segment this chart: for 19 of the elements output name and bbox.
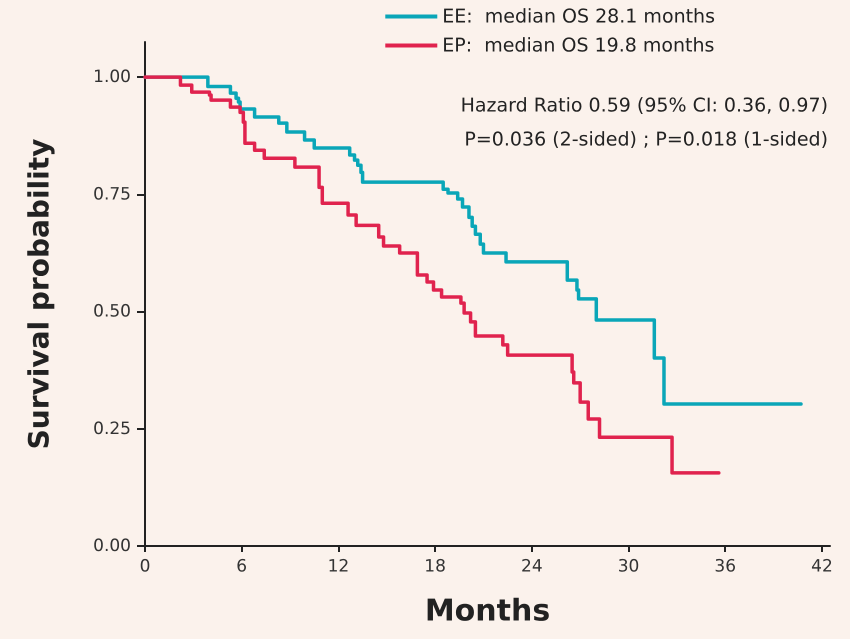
x-tick-label: 12 [328, 556, 350, 576]
y-tick-label: 0.25 [93, 418, 131, 439]
y-axis-title: Survival probability [22, 138, 56, 450]
x-tick-label: 18 [424, 556, 446, 576]
legend-label: EP: median OS 19.8 months [442, 34, 714, 56]
y-tick-label: 0.75 [93, 184, 131, 204]
x-tick-label: 0 [140, 556, 150, 576]
y-tick-label: 0.50 [93, 302, 131, 322]
y-tick-label: 1.00 [93, 67, 131, 88]
x-tick-label: 6 [236, 556, 248, 576]
annotation: P=0.036 (2-sided) ; P=0.018 (1-sided) [464, 128, 828, 150]
x-tick-label: 36 [714, 556, 736, 576]
legend-label: EE: median OS 28.1 months [442, 6, 715, 28]
x-tick-label: 30 [618, 556, 640, 576]
y-tick-label: 0.00 [93, 536, 131, 556]
x-tick-label: 42 [811, 556, 833, 576]
x-tick-label: 24 [521, 556, 543, 576]
x-axis-title: Months [424, 594, 550, 628]
annotation: Hazard Ratio 0.59 (95% CI: 0.36, 0.97) [460, 94, 828, 116]
